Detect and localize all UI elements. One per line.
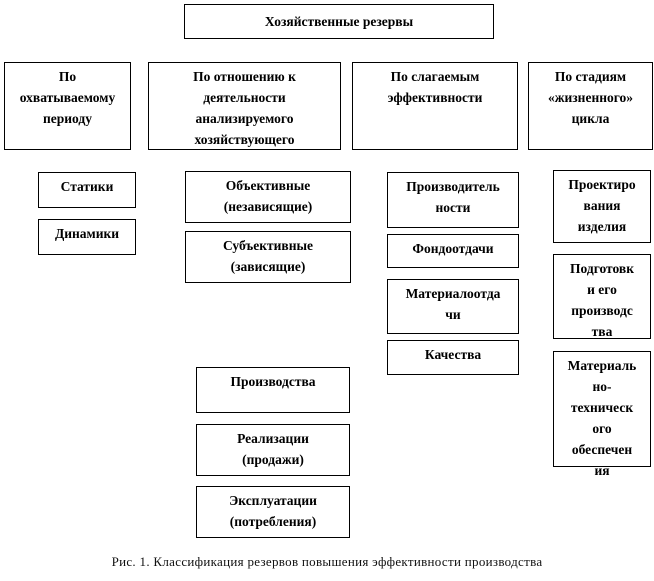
header-by-efficiency-components: По слагаемым эффективности bbox=[352, 62, 518, 150]
figure-caption: Рис. 1. Классификация резервов повышения… bbox=[111, 554, 543, 569]
node-objective: Объективные (независящие) bbox=[185, 171, 351, 223]
node-production: Производства bbox=[196, 367, 350, 413]
node-capital-productivity: Фондоотдачи bbox=[387, 234, 519, 268]
node-quality: Качества bbox=[387, 340, 519, 375]
node-subjective: Субъективные (зависящие) bbox=[185, 231, 351, 283]
node-productivity: Производитель ности bbox=[387, 172, 519, 228]
node-sales: Реализации (продажи) bbox=[196, 424, 350, 476]
node-product-design: Проектиро вания изделия bbox=[553, 170, 651, 243]
node-material-technical-support: Материаль но- техническ ого обеспечен ия bbox=[553, 351, 651, 478]
header-by-relation-to-activity: По отношению к деятельности анализируемо… bbox=[148, 62, 341, 150]
header-by-lifecycle-stages: По стадиям «жизненного» цикла bbox=[528, 62, 653, 150]
node-production-preparation: Подготовк и его производс тва bbox=[553, 254, 651, 339]
node-statics: Статики bbox=[38, 172, 136, 208]
node-dynamics: Динамики bbox=[38, 219, 136, 255]
node-consumption: Эксплуатации (потребления) bbox=[196, 486, 350, 538]
header-by-period: По охватываемому периоду bbox=[4, 62, 131, 150]
node-economic-reserves: Хозяйственные резервы bbox=[184, 4, 494, 39]
node-material-productivity: Материалоотда чи bbox=[387, 279, 519, 334]
